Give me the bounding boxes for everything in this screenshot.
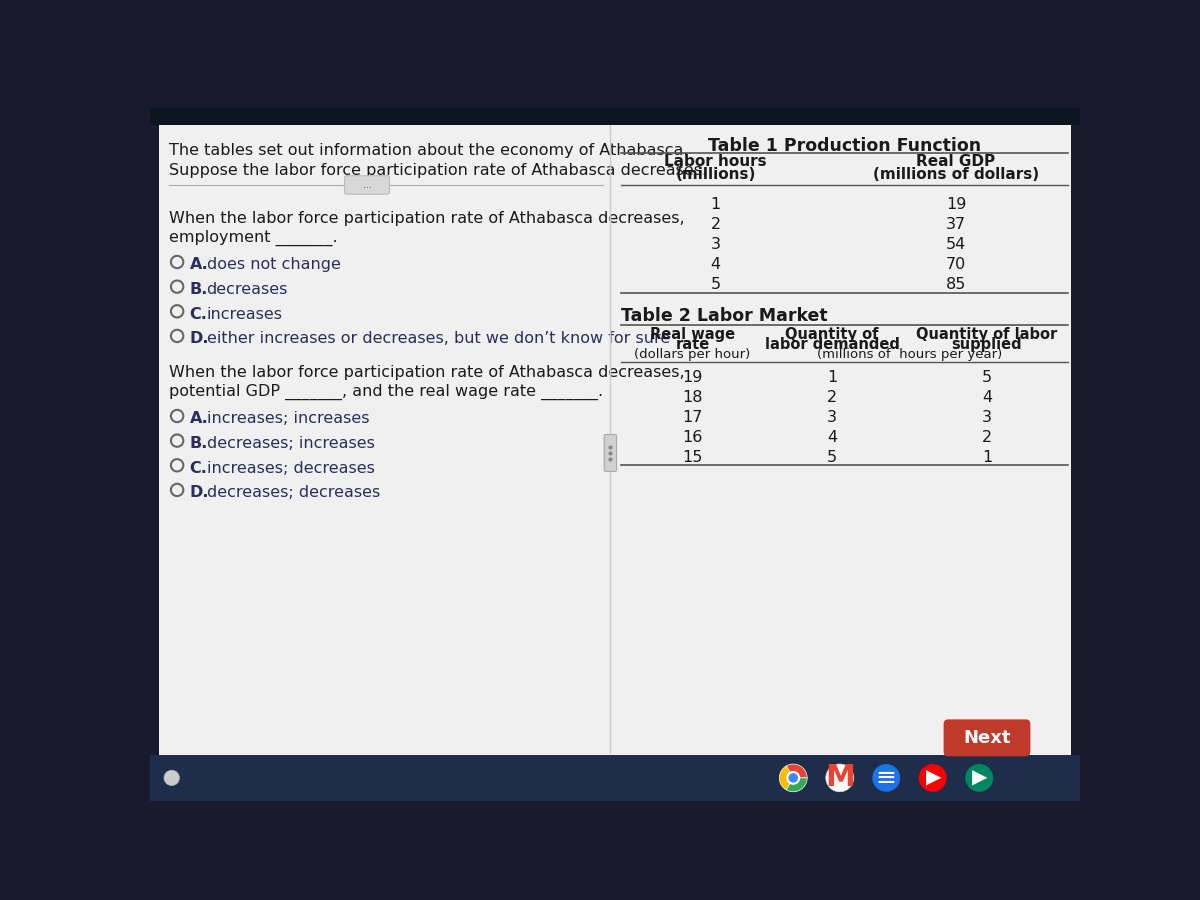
Text: ...: ... — [362, 180, 372, 190]
Text: 2: 2 — [710, 217, 721, 232]
Text: ▶: ▶ — [926, 769, 941, 788]
Circle shape — [826, 764, 853, 792]
Text: does not change: does not change — [206, 257, 341, 273]
Text: (millions of  hours per year): (millions of hours per year) — [817, 348, 1002, 361]
FancyBboxPatch shape — [943, 719, 1031, 756]
Text: 15: 15 — [683, 450, 703, 465]
Text: ▶: ▶ — [972, 769, 988, 788]
Text: D.: D. — [190, 331, 209, 346]
Text: rate: rate — [676, 338, 709, 353]
Text: Real GDP: Real GDP — [917, 154, 996, 169]
Text: 4: 4 — [827, 430, 838, 445]
Text: 37: 37 — [946, 217, 966, 232]
FancyBboxPatch shape — [150, 755, 1080, 801]
Text: Quantity of: Quantity of — [785, 327, 878, 342]
Text: 3: 3 — [827, 410, 838, 425]
Text: M: M — [824, 763, 854, 792]
Text: B.: B. — [190, 436, 208, 451]
Text: 18: 18 — [683, 390, 703, 405]
Circle shape — [872, 764, 900, 792]
Text: 54: 54 — [946, 238, 966, 252]
FancyBboxPatch shape — [344, 176, 390, 194]
Text: 2: 2 — [827, 390, 838, 405]
Text: 5: 5 — [710, 277, 721, 292]
Circle shape — [965, 764, 994, 792]
Circle shape — [164, 770, 180, 786]
Text: (dollars per hour): (dollars per hour) — [635, 348, 751, 361]
Text: 16: 16 — [683, 430, 703, 445]
Text: Next: Next — [964, 729, 1010, 747]
Text: 1: 1 — [982, 450, 992, 465]
Text: 19: 19 — [946, 197, 966, 212]
Text: (millions): (millions) — [676, 166, 756, 182]
Text: labor demanded: labor demanded — [764, 338, 900, 353]
Text: A.: A. — [190, 257, 209, 273]
Text: Table 1 Production Function: Table 1 Production Function — [708, 138, 982, 156]
Text: 17: 17 — [683, 410, 703, 425]
Text: Quantity of labor: Quantity of labor — [917, 327, 1057, 342]
Text: Labor hours: Labor hours — [665, 154, 767, 169]
Text: 3: 3 — [982, 410, 992, 425]
Text: increases; decreases: increases; decreases — [206, 461, 374, 476]
FancyBboxPatch shape — [150, 108, 1080, 125]
Text: (millions of dollars): (millions of dollars) — [872, 166, 1039, 182]
Text: 70: 70 — [946, 257, 966, 273]
Text: 2: 2 — [982, 430, 992, 445]
Text: employment _______.: employment _______. — [169, 230, 338, 246]
Text: 4: 4 — [710, 257, 721, 273]
Text: potential GDP _______, and the real wage rate _______.: potential GDP _______, and the real wage… — [169, 383, 604, 400]
Text: 85: 85 — [946, 277, 966, 292]
Text: Suppose the labor force participation rate of Athabasca decreases.: Suppose the labor force participation ra… — [169, 164, 708, 178]
Text: increases; increases: increases; increases — [206, 411, 370, 427]
Wedge shape — [779, 766, 793, 790]
Text: C.: C. — [190, 461, 208, 476]
Wedge shape — [786, 778, 808, 792]
Text: A.: A. — [190, 411, 209, 427]
Text: ≡: ≡ — [876, 766, 896, 790]
FancyBboxPatch shape — [160, 123, 1070, 755]
Text: 1: 1 — [827, 370, 838, 385]
Text: 5: 5 — [982, 370, 992, 385]
Wedge shape — [786, 764, 808, 778]
Text: 4: 4 — [982, 390, 992, 405]
Text: decreases; decreases: decreases; decreases — [206, 485, 380, 500]
Text: 5: 5 — [827, 450, 838, 465]
Text: 1: 1 — [710, 197, 721, 212]
Text: Table 2 Labor Market: Table 2 Labor Market — [622, 307, 828, 325]
Text: decreases; increases: decreases; increases — [206, 436, 374, 451]
Text: B.: B. — [190, 282, 208, 297]
Text: either increases or decreases, but we don’t know for sure: either increases or decreases, but we do… — [206, 331, 670, 346]
Text: C.: C. — [190, 307, 208, 321]
Text: 19: 19 — [683, 370, 703, 385]
Text: supplied: supplied — [952, 338, 1022, 353]
Circle shape — [919, 764, 947, 792]
Text: D.: D. — [190, 485, 209, 500]
Text: The tables set out information about the economy of Athabasca.: The tables set out information about the… — [169, 142, 689, 157]
Text: When the labor force participation rate of Athabasca decreases,: When the labor force participation rate … — [169, 212, 685, 226]
Text: When the labor force participation rate of Athabasca decreases,: When the labor force participation rate … — [169, 365, 685, 380]
FancyBboxPatch shape — [604, 435, 617, 472]
Text: increases: increases — [206, 307, 282, 321]
Text: 3: 3 — [710, 238, 721, 252]
Text: decreases: decreases — [206, 282, 288, 297]
Text: Real wage: Real wage — [650, 327, 736, 342]
Circle shape — [787, 772, 799, 784]
